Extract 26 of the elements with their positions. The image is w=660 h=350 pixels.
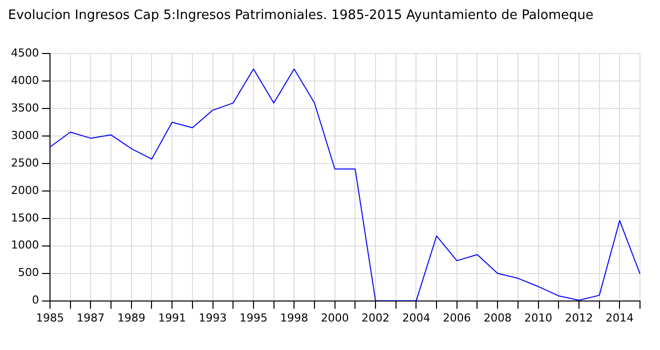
x-tick-label: 2000 <box>320 311 349 324</box>
x-tick-label: 2014 <box>606 311 634 324</box>
y-tick-label: 2000 <box>10 184 39 197</box>
x-tick-label: 1987 <box>76 311 105 324</box>
x-tick-label: 2010 <box>524 311 552 324</box>
x-tick-label: 2008 <box>484 311 512 324</box>
x-tick-label: 2004 <box>402 311 430 324</box>
y-tick-label: 2500 <box>10 156 39 170</box>
y-tick-label: 1500 <box>10 211 39 224</box>
y-tick-label: 3000 <box>10 128 39 142</box>
x-tick-label: 1995 <box>239 311 268 324</box>
y-tick-label: 500 <box>18 266 39 280</box>
y-tick-label: 4500 <box>10 46 39 60</box>
x-tick-label: 2006 <box>442 311 471 324</box>
x-tick-label: 1991 <box>158 311 186 324</box>
chart-title: Evolucion Ingresos Cap 5:Ingresos Patrimoniales. 1985-2015 Ayuntamiento de Palomeque <box>8 8 594 24</box>
x-tick-label: 1985 <box>36 311 64 324</box>
y-tick-label: 3500 <box>10 101 39 114</box>
y-tick-label: 0 <box>32 294 39 307</box>
x-tick-label: 1989 <box>117 311 146 324</box>
y-tick-label: 1000 <box>10 238 39 252</box>
x-tick-label: 1998 <box>280 311 308 324</box>
x-tick-label: 1993 <box>198 311 227 324</box>
x-tick-label: 2002 <box>362 311 390 324</box>
x-tick-label: 2012 <box>564 311 593 324</box>
y-tick-label: 4000 <box>10 74 39 87</box>
